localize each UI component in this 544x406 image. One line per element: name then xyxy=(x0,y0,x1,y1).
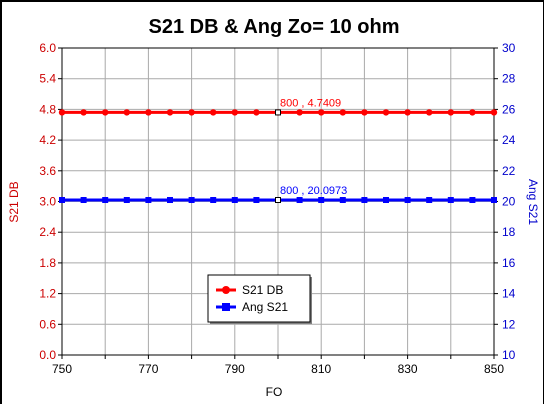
data-point-series-2 xyxy=(123,197,130,204)
legend-box xyxy=(207,274,311,323)
annotation-layer: 800 , 4.7409 800 , 20.0973 xyxy=(275,97,347,204)
data-point-series-1 xyxy=(490,109,498,116)
data-point-series-1 xyxy=(210,109,217,116)
data-point-series-1 xyxy=(188,109,195,116)
y-left-tick-label: 4.2 xyxy=(39,133,56,147)
data-point-series-1 xyxy=(145,109,152,116)
data-point-series-2 xyxy=(253,197,260,204)
data-point-series-1 xyxy=(102,109,109,116)
x-tick-label: 790 xyxy=(225,362,245,376)
data-point-series-2 xyxy=(491,197,497,204)
data-point-series-1 xyxy=(80,109,87,116)
legend-entry-label: Ang S21 xyxy=(242,300,288,314)
chart-title: S21 DB & Ang Zo= 10 ohm xyxy=(149,16,400,38)
annotation-marker xyxy=(275,109,281,116)
data-point-series-2 xyxy=(318,197,325,204)
y-right-tick-label: 24 xyxy=(502,133,516,147)
y-right-tick-label: 20 xyxy=(502,195,516,209)
y-left-tick-label: 0.0 xyxy=(39,348,56,362)
legend: S21 DB Ang S21 xyxy=(207,274,312,324)
y-left-tick-label: 2.4 xyxy=(39,225,56,239)
data-point-series-1 xyxy=(166,109,174,116)
data-point-series-1 xyxy=(426,109,433,116)
y-right-tick-label: 16 xyxy=(502,256,516,270)
legend-swatch-marker xyxy=(222,286,230,294)
data-point-series-1 xyxy=(339,109,346,116)
x-tick-label: 830 xyxy=(398,362,418,376)
y-axis-right-label: Ang S21 xyxy=(526,179,540,225)
annotation-marker xyxy=(275,197,281,204)
data-point-series-2 xyxy=(80,197,87,204)
data-point-series-1 xyxy=(404,109,411,116)
data-point-series-2 xyxy=(145,197,152,204)
data-point-series-2 xyxy=(210,197,217,204)
data-point-series-2 xyxy=(167,197,173,204)
data-point-series-1 xyxy=(361,109,368,116)
y-left-tick-label: 1.8 xyxy=(39,256,56,270)
y-left-tick-label: 6.0 xyxy=(39,41,56,55)
data-point-series-1 xyxy=(469,109,476,116)
data-point-series-2 xyxy=(426,197,433,204)
data-point-series-1 xyxy=(318,109,325,116)
data-point-series-1 xyxy=(58,109,66,116)
data-point-series-2 xyxy=(188,197,195,204)
data-point-series-2 xyxy=(361,197,368,204)
data-point-series-1 xyxy=(382,109,390,116)
data-point-series-1 xyxy=(296,109,303,116)
data-point-series-2 xyxy=(102,197,109,204)
y-right-tick-label: 26 xyxy=(502,102,516,116)
data-point-series-2 xyxy=(296,197,303,204)
data-point-series-2 xyxy=(447,197,454,204)
data-point-series-2 xyxy=(339,197,346,204)
y-right-tick-label: 22 xyxy=(502,164,516,178)
y-left-tick-label: 5.4 xyxy=(39,72,56,86)
x-tick-label: 770 xyxy=(138,362,158,376)
annotation-label: 800 , 20.0973 xyxy=(280,185,347,197)
y-axis-left-label: S21 DB xyxy=(7,181,21,222)
legend-entry-label: S21 DB xyxy=(242,283,283,297)
legend-swatch-marker xyxy=(222,303,230,311)
data-point-series-2 xyxy=(469,197,476,204)
y-right-tick-label: 30 xyxy=(502,41,516,55)
y-right-tick-label: 10 xyxy=(502,348,516,362)
data-point-series-1 xyxy=(231,109,238,116)
annotation-label: 800 , 4.7409 xyxy=(280,97,341,109)
y-left-tick-label: 4.8 xyxy=(39,102,56,116)
y-left-tick-label: 0.6 xyxy=(39,317,56,331)
data-point-series-2 xyxy=(383,197,389,204)
x-tick-label: 810 xyxy=(311,362,331,376)
y-right-tick-label: 18 xyxy=(502,225,516,239)
x-tick-label: 750 xyxy=(52,362,72,376)
y-left-tick-label: 1.2 xyxy=(39,287,56,301)
data-point-series-2 xyxy=(231,197,238,204)
data-point-series-1 xyxy=(447,109,454,116)
y-right-tick-label: 12 xyxy=(502,317,516,331)
x-tick-label: 850 xyxy=(484,362,504,376)
x-axis-label: FO xyxy=(266,385,283,399)
y-right-tick-label: 14 xyxy=(502,287,516,301)
data-point-series-2 xyxy=(404,197,411,204)
y-right-tick-label: 28 xyxy=(502,72,516,86)
tick-labels: 750 770 790 810 830 850 0.0 0.6 1.2 1.8 2.4 3.0 3.6 4… xyxy=(39,41,515,376)
data-point-series-1 xyxy=(253,109,260,116)
data-point-series-1 xyxy=(123,109,130,116)
y-left-tick-label: 3.0 xyxy=(39,195,56,209)
data-point-series-2 xyxy=(59,197,65,204)
y-left-tick-label: 3.6 xyxy=(39,164,56,178)
